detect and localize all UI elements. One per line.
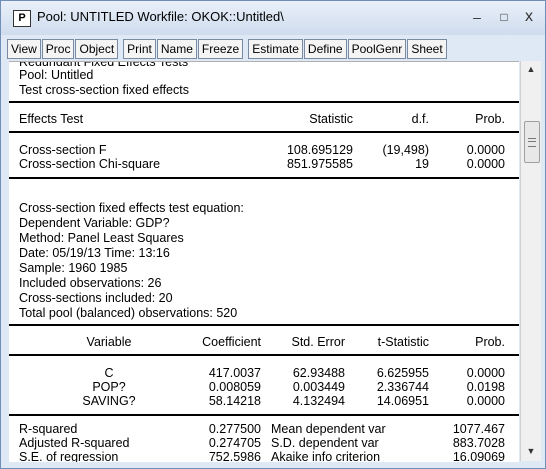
coef-header-variable: Variable — [86, 335, 132, 349]
table-row-label: Adjusted R-squared — [19, 436, 130, 450]
maximize-button[interactable]: □ — [500, 10, 508, 24]
equation-info-line: Cross-sections included: 20 — [19, 291, 173, 305]
freeze-button[interactable]: Freeze — [197, 39, 244, 59]
effects-header-statistic: Statistic — [309, 112, 353, 126]
coef-header-coefficient: Coefficient — [202, 335, 261, 349]
table-cell: 0.274705 — [208, 436, 261, 450]
print-button[interactable]: Print — [123, 39, 156, 59]
toolbar: View Proc Object Print Name Freeze Estimate Def… — [7, 39, 448, 59]
table-row-label: S.E. of regression — [19, 450, 119, 462]
effects-header-df: d.f. — [411, 112, 429, 126]
title-bar[interactable]: P Pool: UNTITLED Workfile: OKOK::Untitle… — [1, 1, 545, 35]
equation-info-line: Total pool (balanced) observations: 520 — [19, 306, 238, 320]
table-cell: 1077.467 — [452, 422, 505, 436]
pool-app-icon: P — [13, 10, 31, 27]
poolgenr-button[interactable]: PoolGenr — [347, 39, 407, 59]
scroll-thumb[interactable] — [524, 121, 540, 163]
effects-header-test: Effects Test — [19, 112, 84, 126]
table-cell: 0.0000 — [466, 366, 505, 380]
test-description: Test cross-section fixed effects — [19, 83, 189, 97]
table-cell: 883.7028 — [452, 436, 505, 450]
table-divider — [9, 414, 519, 416]
view-button[interactable]: View — [7, 39, 41, 59]
table-row-label: Mean dependent var — [271, 422, 386, 436]
table-row-label: POP? — [92, 380, 126, 394]
table-cell: 0.008059 — [208, 380, 261, 394]
table-cell: 6.625955 — [376, 366, 429, 380]
effects-header-prob: Prob. — [475, 112, 505, 126]
table-divider — [9, 354, 519, 356]
output-view[interactable]: Redundant Fixed Effects Tests Pool: Unti… — [9, 61, 519, 462]
table-cell: 0.0000 — [466, 143, 505, 157]
table-cell: 752.5986 — [208, 450, 261, 462]
table-cell: 0.277500 — [208, 422, 261, 436]
table-cell: (19,498) — [382, 143, 429, 157]
table-cell: 0.0000 — [466, 394, 505, 408]
equation-info-line: Method: Panel Least Squares — [19, 231, 184, 245]
define-button[interactable]: Define — [303, 39, 347, 59]
equation-info-line: Dependent Variable: GDP? — [19, 216, 170, 230]
table-cell: 58.14218 — [208, 394, 261, 408]
table-cell: 62.93488 — [292, 366, 345, 380]
table-row-label: Akaike info criterion — [271, 450, 381, 462]
object-button[interactable]: Object — [75, 39, 119, 59]
table-cell: 851.975585 — [286, 157, 353, 171]
grip-icon — [528, 138, 536, 147]
minimize-button[interactable]: – — [473, 9, 481, 25]
sheet-button[interactable]: Sheet — [407, 39, 447, 59]
proc-button[interactable]: Proc — [41, 39, 75, 59]
table-row-label: S.D. dependent var — [271, 436, 379, 450]
table-cell: 108.695129 — [286, 143, 353, 157]
close-button[interactable]: x — [525, 8, 533, 25]
coef-header-stderror: Std. Error — [291, 335, 346, 349]
table-cell: 16.09069 — [452, 450, 505, 462]
table-cell: 2.336744 — [376, 380, 429, 394]
equation-info-line: Date: 05/19/13 Time: 13:16 — [19, 246, 170, 260]
table-divider — [9, 177, 519, 179]
table-cell: 14.06951 — [376, 394, 429, 408]
window-title: Pool: UNTITLED Workfile: OKOK::Untitled\ — [37, 9, 284, 24]
table-row-label: R-squared — [19, 422, 78, 436]
table-divider — [9, 324, 519, 326]
table-row-label: Cross-section F — [19, 143, 107, 157]
coef-header-prob: Prob. — [475, 335, 505, 349]
table-cell: 19 — [415, 157, 429, 171]
table-row-label: Cross-section Chi-square — [19, 157, 161, 171]
table-cell: 4.132494 — [292, 394, 345, 408]
table-cell: 0.0000 — [466, 157, 505, 171]
scroll-down-button[interactable]: ▼ — [526, 446, 536, 456]
coef-header-tstat: t-Statistic — [377, 335, 429, 349]
name-button[interactable]: Name — [156, 39, 197, 59]
table-row-label: SAVING? — [82, 394, 136, 408]
table-divider — [9, 101, 519, 103]
scroll-up-button[interactable]: ▲ — [526, 64, 536, 74]
vertical-scrollbar[interactable]: ▲ ▼ — [520, 61, 541, 461]
equation-info-line: Cross-section fixed effects test equatio… — [19, 201, 244, 215]
table-cell: 0.003449 — [292, 380, 345, 394]
equation-info-line: Included observations: 26 — [19, 276, 162, 290]
estimate-button[interactable]: Estimate — [248, 39, 303, 59]
equation-info-line: Sample: 1960 1985 — [19, 261, 128, 275]
table-row-label: C — [104, 366, 114, 380]
table-cell: 417.0037 — [208, 366, 261, 380]
test-title: Redundant Fixed Effects Tests — [19, 61, 189, 69]
table-cell: 0.0198 — [466, 380, 505, 394]
table-divider — [9, 131, 519, 133]
pool-name: Pool: Untitled — [19, 68, 94, 82]
